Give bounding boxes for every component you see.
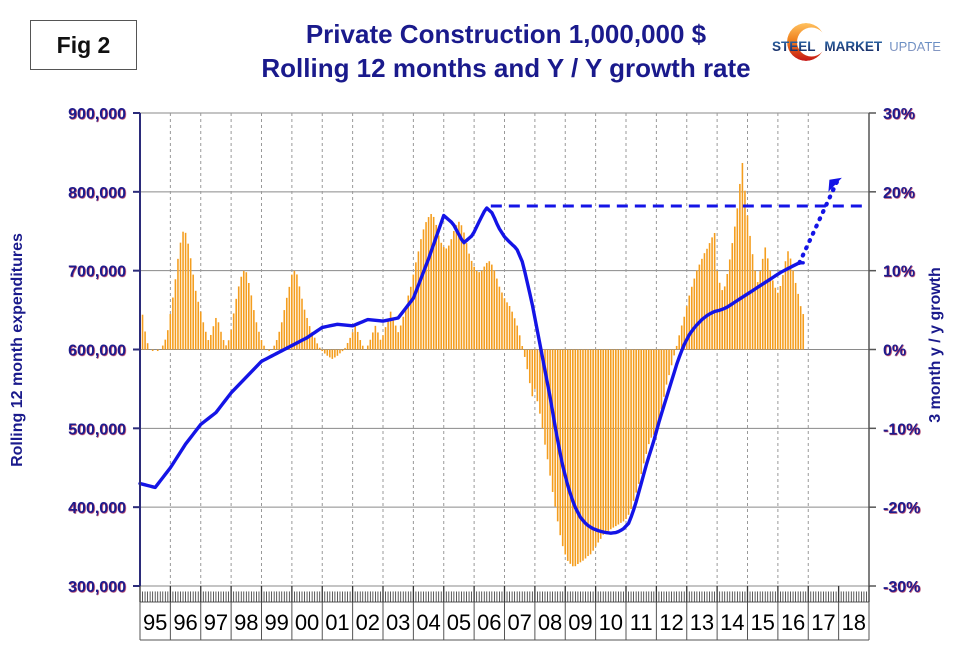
svg-text:800,000: 800,000 — [68, 185, 126, 202]
svg-text:300,000: 300,000 — [68, 579, 126, 596]
svg-text:00: 00 — [295, 610, 319, 635]
svg-text:-10%: -10% — [883, 421, 920, 438]
svg-text:-30%: -30% — [883, 579, 920, 596]
svg-text:07: 07 — [507, 610, 531, 635]
svg-text:99: 99 — [264, 610, 288, 635]
svg-text:14: 14 — [720, 610, 744, 635]
svg-text:04: 04 — [416, 610, 440, 635]
svg-text:98: 98 — [234, 610, 258, 635]
svg-text:-20%: -20% — [883, 500, 920, 517]
svg-text:600,000: 600,000 — [68, 343, 126, 360]
svg-text:12: 12 — [659, 610, 683, 635]
svg-text:500,000: 500,000 — [68, 421, 126, 438]
svg-text:10%: 10% — [883, 264, 915, 281]
svg-text:900,000: 900,000 — [68, 106, 126, 123]
svg-text:95: 95 — [143, 610, 167, 635]
svg-text:15: 15 — [750, 610, 774, 635]
svg-text:700,000: 700,000 — [68, 264, 126, 281]
svg-text:0%: 0% — [883, 343, 906, 360]
svg-text:09: 09 — [568, 610, 592, 635]
svg-text:400,000: 400,000 — [68, 500, 126, 517]
svg-text:02: 02 — [356, 610, 380, 635]
svg-text:16: 16 — [781, 610, 805, 635]
svg-text:17: 17 — [811, 610, 835, 635]
svg-text:05: 05 — [447, 610, 471, 635]
svg-text:06: 06 — [477, 610, 501, 635]
svg-text:18: 18 — [842, 610, 866, 635]
svg-text:30%: 30% — [883, 106, 915, 123]
svg-text:13: 13 — [690, 610, 714, 635]
svg-text:01: 01 — [325, 610, 349, 635]
svg-text:96: 96 — [173, 610, 197, 635]
svg-text:03: 03 — [386, 610, 410, 635]
svg-text:11: 11 — [630, 610, 653, 635]
svg-text:08: 08 — [538, 610, 562, 635]
svg-text:97: 97 — [204, 610, 228, 635]
svg-text:20%: 20% — [883, 185, 915, 202]
svg-text:10: 10 — [599, 610, 623, 635]
